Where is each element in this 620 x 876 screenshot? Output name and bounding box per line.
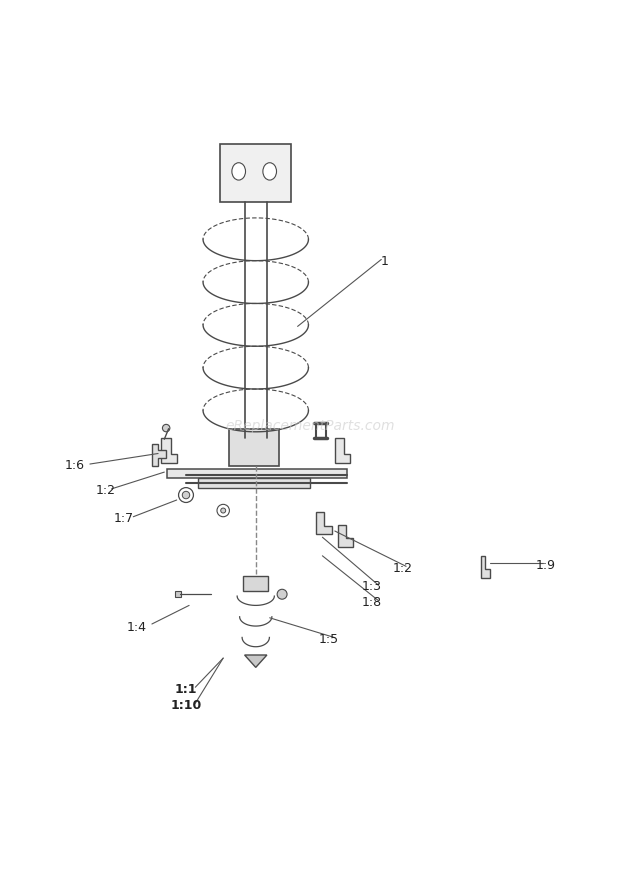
Text: 1: 1 bbox=[381, 255, 388, 268]
Polygon shape bbox=[335, 438, 350, 463]
Polygon shape bbox=[167, 469, 347, 478]
Circle shape bbox=[182, 491, 190, 498]
Polygon shape bbox=[244, 655, 267, 668]
Polygon shape bbox=[338, 525, 353, 547]
Polygon shape bbox=[152, 444, 166, 466]
Text: 1:4: 1:4 bbox=[126, 620, 146, 633]
Bar bbox=[243, 576, 268, 591]
Text: eReplacementParts.com: eReplacementParts.com bbox=[225, 419, 395, 433]
Text: 1:10: 1:10 bbox=[170, 699, 202, 712]
Polygon shape bbox=[316, 512, 332, 534]
Ellipse shape bbox=[232, 163, 246, 180]
Text: 1:3: 1:3 bbox=[362, 580, 382, 593]
Circle shape bbox=[162, 424, 170, 432]
Polygon shape bbox=[161, 438, 177, 463]
Circle shape bbox=[217, 505, 229, 517]
Text: 1:2: 1:2 bbox=[95, 484, 115, 498]
Text: 1:5: 1:5 bbox=[319, 633, 339, 646]
Text: 1:9: 1:9 bbox=[536, 559, 556, 572]
Text: 1:8: 1:8 bbox=[362, 596, 382, 609]
Bar bbox=[175, 591, 181, 597]
Text: 1:1: 1:1 bbox=[175, 682, 197, 696]
Circle shape bbox=[221, 508, 226, 513]
Text: 1:2: 1:2 bbox=[393, 562, 413, 575]
Polygon shape bbox=[480, 555, 490, 577]
Polygon shape bbox=[198, 478, 310, 488]
Text: 1:7: 1:7 bbox=[114, 512, 134, 525]
Circle shape bbox=[179, 488, 193, 503]
Ellipse shape bbox=[263, 163, 277, 180]
Circle shape bbox=[277, 590, 287, 599]
Bar bbox=[220, 144, 291, 202]
Text: 1:6: 1:6 bbox=[64, 459, 84, 472]
Bar bbox=[229, 428, 279, 466]
